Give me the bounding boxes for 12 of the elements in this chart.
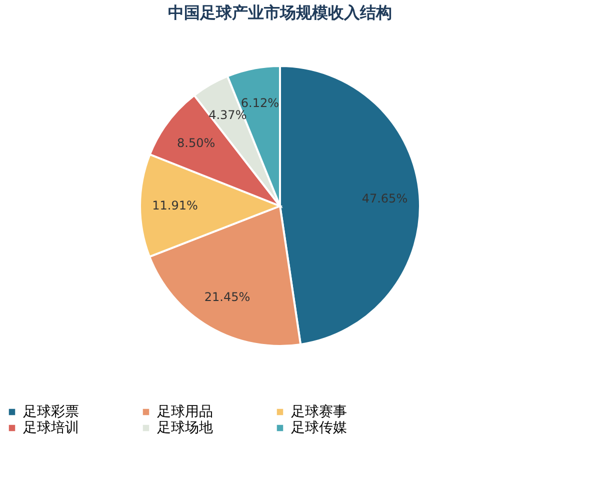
legend-label: 足球传媒 xyxy=(291,420,347,436)
data-label: 11.91% xyxy=(152,198,198,213)
legend-label: 足球培训 xyxy=(23,420,79,436)
data-label: 8.50% xyxy=(177,136,216,150)
legend-label: 足球用品 xyxy=(157,404,213,420)
chart-title: 中国足球产业市场规模收入结构 xyxy=(168,3,392,22)
legend-label: 足球彩票 xyxy=(23,404,79,420)
legend-label: 足球场地 xyxy=(157,420,213,436)
data-label: 21.45% xyxy=(204,290,250,304)
data-label: 47.65% xyxy=(362,191,408,206)
legend-label: 足球赛事 xyxy=(291,404,347,420)
data-label: 6.12% xyxy=(240,96,279,110)
